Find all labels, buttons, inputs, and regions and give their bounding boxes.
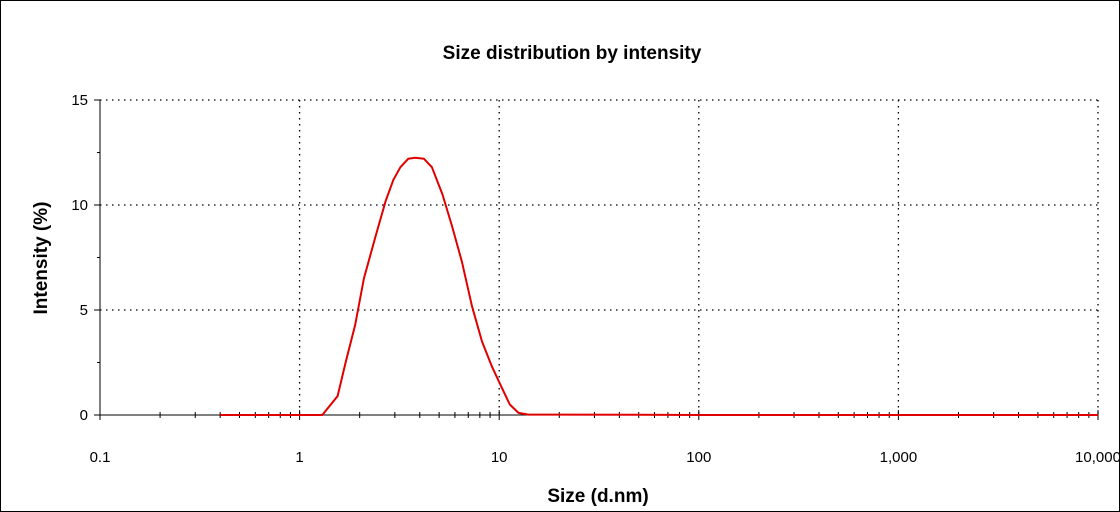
x-axis-label: Size (d.nm): [547, 486, 648, 507]
y-tick-label: 5: [80, 302, 88, 319]
x-tick-label: 0.1: [90, 449, 111, 466]
x-tick-label: 10,000: [1075, 449, 1120, 466]
tick-marks: [94, 99, 1099, 420]
x-tick-label: 100: [686, 449, 711, 466]
x-tick-label: 1: [295, 449, 303, 466]
y-tick-label: 10: [71, 197, 88, 214]
series-layer: [220, 156, 1098, 416]
axes: [99, 100, 1098, 416]
grid-lines: [100, 99, 1099, 415]
x-tick-label: 1,000: [880, 449, 918, 466]
y-tick-label: 15: [71, 92, 88, 109]
x-tick-label: 10: [491, 449, 508, 466]
series-line: [220, 156, 1098, 416]
tick-labels: 0.1 1 10 100 1,000 10,000 0 5 10 15: [71, 92, 1120, 466]
y-tick-label: 0: [80, 407, 88, 424]
y-axis-label: Intensity (%): [31, 202, 52, 315]
chart-title: Size distribution by intensity: [443, 43, 702, 64]
